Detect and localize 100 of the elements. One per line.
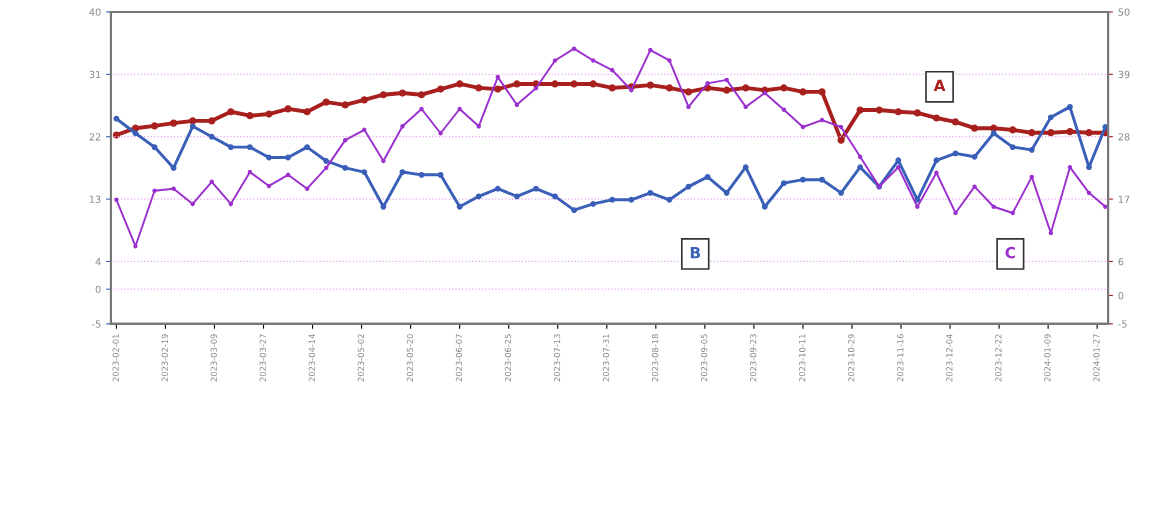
point xyxy=(933,157,940,164)
y2-tick-label: 17 xyxy=(1118,195,1130,203)
x-tick-label: 2023-09-23 xyxy=(750,334,757,382)
point xyxy=(838,124,844,130)
y-tick-label: 40 xyxy=(89,8,101,16)
x-tick-label: 2023-03-27 xyxy=(259,334,266,382)
point xyxy=(304,186,310,191)
point xyxy=(398,89,407,97)
point xyxy=(476,124,481,129)
point xyxy=(170,119,178,127)
x-tick-label: 2023-07-13 xyxy=(553,334,561,382)
point xyxy=(571,207,578,214)
point xyxy=(227,144,234,151)
point xyxy=(875,106,883,114)
x-tick-label: 2023-03-09 xyxy=(210,334,217,382)
point xyxy=(247,169,253,175)
point xyxy=(343,137,348,143)
point xyxy=(1067,103,1073,110)
point xyxy=(1009,144,1016,151)
point xyxy=(456,80,464,88)
point xyxy=(589,80,597,88)
y2-tick-label: 0 xyxy=(1118,291,1124,300)
point xyxy=(285,154,291,161)
point xyxy=(551,80,559,88)
text: C xyxy=(1005,246,1015,259)
x-tick-label: 2023-06-25 xyxy=(504,334,512,382)
point xyxy=(114,197,119,203)
point xyxy=(648,47,653,53)
point xyxy=(856,106,864,114)
x-tick-label: 2024-01-09 xyxy=(1044,334,1051,382)
y2-tick-label: 50 xyxy=(1118,8,1130,16)
point xyxy=(743,104,748,110)
point xyxy=(724,77,729,83)
x-tick-label: 2023-04-14 xyxy=(308,334,315,382)
x-tick-label: 2023-12-04 xyxy=(946,334,953,382)
point xyxy=(208,117,216,125)
x-tick-label: 2023-11-16 xyxy=(897,334,904,382)
point xyxy=(189,117,197,125)
point xyxy=(457,106,462,112)
point xyxy=(436,85,445,93)
x-tick-label: 2023-05-02 xyxy=(357,334,365,382)
point xyxy=(780,84,788,92)
point xyxy=(686,104,691,110)
point xyxy=(665,84,674,92)
point xyxy=(495,74,501,80)
point xyxy=(227,108,235,116)
point xyxy=(1085,129,1093,137)
series-label: A xyxy=(933,79,946,92)
point xyxy=(799,88,807,96)
point xyxy=(342,164,349,171)
point xyxy=(209,179,214,184)
y-tick-label: 4 xyxy=(95,258,101,266)
point xyxy=(742,84,750,92)
point xyxy=(341,101,349,109)
point xyxy=(1067,164,1073,170)
y2-tick-label: 39 xyxy=(1118,70,1130,79)
point xyxy=(475,193,482,200)
x-tick-label: 2023-06-07 xyxy=(455,334,463,382)
point xyxy=(819,176,825,183)
point xyxy=(513,80,521,88)
point xyxy=(266,183,272,189)
y-tick-label: -5 xyxy=(92,320,101,328)
point xyxy=(113,115,120,122)
point xyxy=(132,130,139,137)
x-tick-label: 2023-02-19 xyxy=(161,334,168,382)
point xyxy=(781,107,787,112)
point xyxy=(133,243,138,249)
point xyxy=(1010,210,1015,216)
point xyxy=(494,185,501,192)
point xyxy=(570,80,578,88)
point xyxy=(304,144,311,151)
point xyxy=(228,201,234,207)
point xyxy=(762,90,768,96)
point xyxy=(456,203,463,210)
point xyxy=(1047,129,1055,137)
point xyxy=(723,86,731,94)
point xyxy=(951,118,960,126)
point xyxy=(800,124,806,130)
y-tick-label: 13 xyxy=(89,195,101,203)
point xyxy=(971,153,978,160)
point xyxy=(150,122,159,130)
y-tick-label: 31 xyxy=(89,70,101,79)
point xyxy=(1066,127,1074,136)
point xyxy=(705,81,710,86)
point xyxy=(953,210,958,216)
point xyxy=(1028,129,1036,137)
point xyxy=(608,84,616,92)
point xyxy=(285,172,291,178)
point xyxy=(1028,146,1035,153)
point xyxy=(379,91,388,99)
point xyxy=(400,124,405,129)
point xyxy=(819,117,825,123)
point xyxy=(970,124,979,132)
point xyxy=(704,173,711,180)
point xyxy=(628,196,635,203)
point xyxy=(475,84,483,92)
point xyxy=(838,189,844,196)
point xyxy=(323,165,329,171)
x-tick-label: 2023-08-18 xyxy=(651,334,659,382)
point xyxy=(646,81,654,89)
